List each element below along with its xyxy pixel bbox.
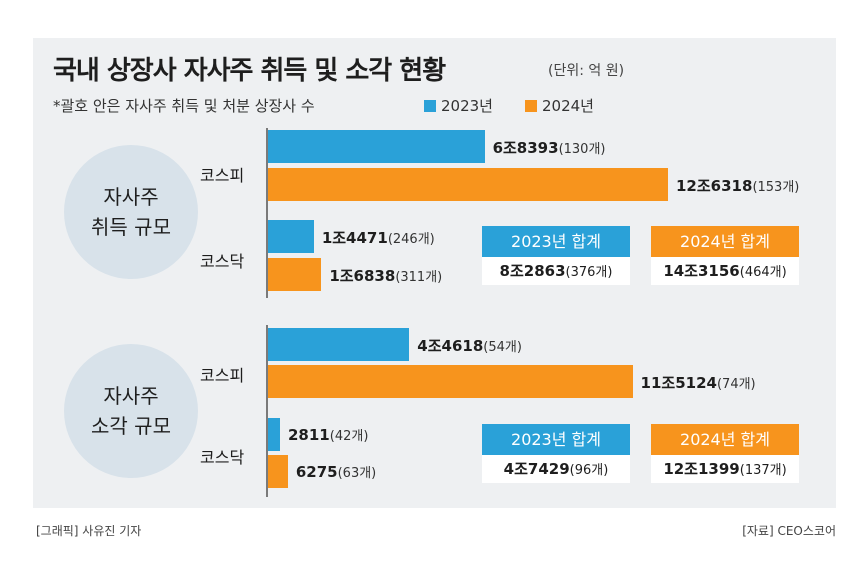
- bar-count: (42개): [329, 429, 369, 444]
- bar-value: 1조4471: [321, 229, 388, 247]
- bar-label-can-kosdaq-2023: 2811(42개): [288, 425, 368, 444]
- note-label: *괄호 안은 자사주 취득 및 처분 상장사 수: [53, 97, 315, 115]
- baseline-acquisition: [266, 128, 268, 298]
- total-box-can-2024: 2024년 합계 12조1399(137개): [651, 424, 799, 483]
- bar-count: (54개): [483, 340, 522, 355]
- legend-swatch-2024: [525, 100, 537, 112]
- bar-value: 11조5124: [640, 374, 717, 392]
- total-box-acq-2023: 2023년 합계 8조2863(376개): [482, 226, 630, 285]
- bar-value: 6275: [295, 463, 338, 481]
- bar-acq-kosdaq-2024: [268, 258, 322, 291]
- legend-label-2023: 2023년: [441, 97, 493, 115]
- bar-acq-kospi-2024: [268, 168, 668, 201]
- total-header: 2023년 합계: [482, 424, 630, 455]
- bar-label-can-kospi-2024: 11조5124(74개): [641, 372, 756, 393]
- total-value: 4조7429(96개): [482, 455, 630, 483]
- category-label-kosdaq-acq: 코스닥: [200, 252, 245, 271]
- category-label-kosdaq-can: 코스닥: [200, 448, 245, 467]
- bar-label-acq-kosdaq-2023: 1조4471(246개): [322, 227, 435, 248]
- baseline-cancellation: [266, 325, 268, 497]
- bar-count: (311개): [395, 270, 443, 285]
- legend-swatch-2023: [424, 100, 436, 112]
- legend-2023: 2023년: [424, 95, 493, 116]
- bar-count: (153개): [752, 180, 800, 195]
- bar-count: (63개): [337, 466, 377, 481]
- bar-label-acq-kosdaq-2024: 1조6838(311개): [329, 265, 442, 286]
- bar-can-kosdaq-2024: [268, 455, 288, 488]
- total-value: 8조2863(376개): [482, 257, 630, 285]
- total-value: 14조3156(464개): [651, 257, 799, 285]
- bar-label-can-kosdaq-2024: 6275(63개): [296, 462, 376, 481]
- bar-can-kosdaq-2023: [268, 418, 280, 451]
- category-label-kospi-acq: 코스피: [200, 166, 245, 185]
- bar-count: (130개): [558, 142, 606, 157]
- bar-can-kospi-2023: [268, 328, 410, 361]
- bar-count: (246개): [387, 232, 435, 247]
- bar-value: 4조4618: [417, 337, 484, 355]
- total-header: 2024년 합계: [651, 226, 799, 257]
- total-header: 2024년 합계: [651, 424, 799, 455]
- chart-title: 국내 상장사 자사주 취득 및 소각 현황: [53, 56, 446, 86]
- bar-can-kospi-2024: [268, 365, 633, 398]
- bar-label-acq-kospi-2023: 6조8393(130개): [493, 137, 606, 158]
- total-value: 12조1399(137개): [651, 455, 799, 483]
- unit-label: (단위: 억 원): [548, 63, 625, 79]
- bar-value: 2811: [288, 426, 330, 444]
- section-label-cancellation-line2: 소각 규모: [91, 414, 171, 438]
- section-label-acquisition-line1: 자사주: [103, 185, 159, 209]
- section-label-cancellation-line1: 자사주: [103, 384, 159, 408]
- total-header: 2023년 합계: [482, 226, 630, 257]
- bar-value: 12조6318: [676, 177, 753, 195]
- bar-value: 6조8393: [492, 139, 559, 157]
- bar-label-acq-kospi-2024: 12조6318(153개): [676, 175, 799, 196]
- legend-label-2024: 2024년: [542, 97, 594, 115]
- footer-credit-source: [자료] CEO스코어: [742, 524, 836, 538]
- section-label-acquisition-line2: 취득 규모: [91, 215, 171, 239]
- bar-label-can-kospi-2023: 4조4618(54개): [417, 335, 522, 356]
- total-box-can-2023: 2023년 합계 4조7429(96개): [482, 424, 630, 483]
- legend-2024: 2024년: [525, 95, 594, 116]
- category-label-kospi-can: 코스피: [200, 366, 245, 385]
- bar-value: 1조6838: [329, 267, 396, 285]
- bar-acq-kospi-2023: [268, 130, 485, 163]
- footer-credit-graphic: [그래픽] 사유진 기자: [36, 524, 142, 538]
- total-box-acq-2024: 2024년 합계 14조3156(464개): [651, 226, 799, 285]
- bar-count: (74개): [716, 377, 756, 392]
- bar-acq-kosdaq-2023: [268, 220, 314, 253]
